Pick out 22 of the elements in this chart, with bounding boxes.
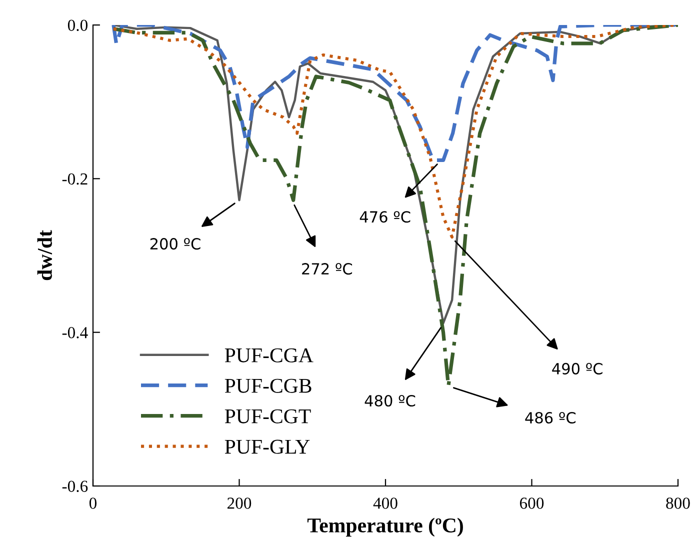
annotation: 200 ºC [150,238,200,250]
annotation: 272 ºC [302,263,352,275]
legend-label: PUF-CGT [224,409,311,424]
x-tick-label: 800 [666,498,690,509]
x-tick-label: 600 [520,498,544,509]
annotation: 490 ºC [552,362,602,374]
x-axis-title: Temperature (ºC) [307,518,463,537]
legend-label: PUF-GLY [224,440,310,454]
annotation: 486 ºC [525,412,576,424]
y-tick-label: -0.4 [62,327,88,338]
y-tick-label: -0.2 [62,173,88,185]
y-tick-label: -0.6 [62,480,88,492]
legend-label: PUF-CGA [224,348,314,362]
y-axis-title: dw/dt [37,230,52,280]
line-series [112,25,678,162]
y-tick-label: 0.0 [68,20,88,32]
x-tick-label: 200 [227,498,252,509]
annotation: 480 ºC [364,394,416,407]
legend-label: PUF-CGB [224,378,312,393]
x-tick-label: 0 [89,498,97,509]
annotation: 476 ºC [360,211,410,223]
x-tick-label: 400 [373,498,398,509]
